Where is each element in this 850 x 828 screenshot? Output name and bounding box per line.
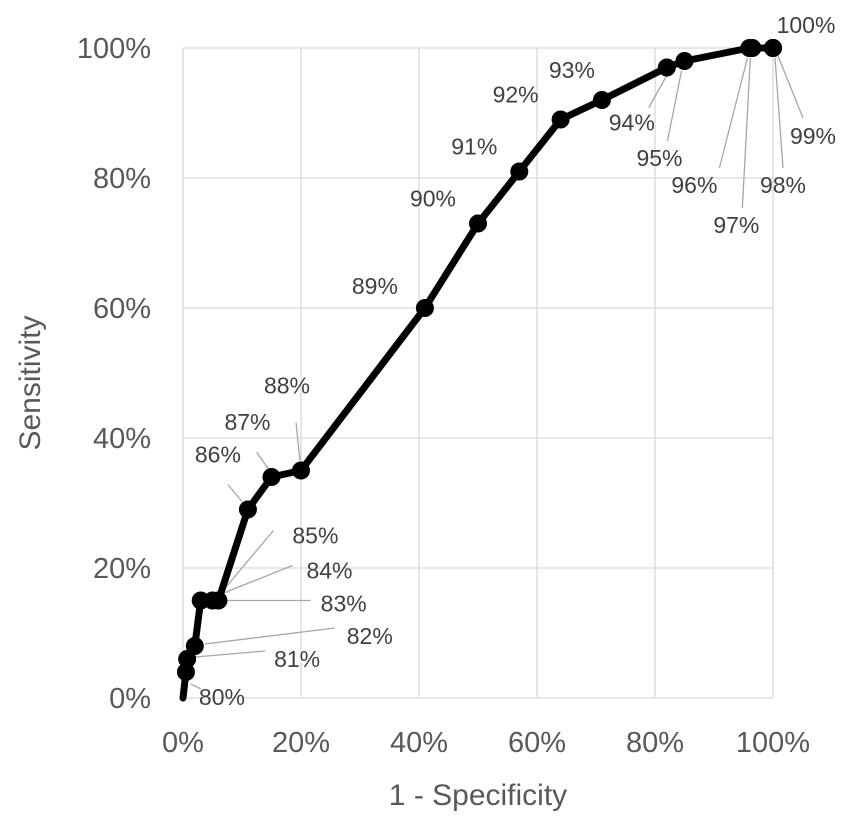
data-point-marker xyxy=(238,500,257,519)
y-axis-label: Sensitivity xyxy=(14,315,47,450)
data-point-marker xyxy=(510,162,529,181)
data-label-leader-line xyxy=(220,530,274,593)
data-label: 96% xyxy=(671,172,717,198)
data-label-leader-lines xyxy=(190,55,804,690)
data-point-marker xyxy=(743,39,762,57)
data-label: 100% xyxy=(777,12,836,38)
y-tick-label: 60% xyxy=(93,293,151,325)
data-label: 91% xyxy=(451,134,497,160)
y-tick-label: 20% xyxy=(93,553,151,585)
data-point-marker xyxy=(657,58,676,77)
data-label-leader-line xyxy=(777,55,804,119)
data-label: 84% xyxy=(306,558,352,584)
data-label: 99% xyxy=(790,123,836,149)
data-label-leader-line xyxy=(295,422,301,461)
data-point-marker xyxy=(178,650,197,668)
data-label-leader-line xyxy=(195,650,266,658)
data-point-marker xyxy=(292,461,310,480)
x-tick-label: 60% xyxy=(508,727,566,759)
data-point-marker xyxy=(209,591,228,610)
data-label: 82% xyxy=(347,623,393,649)
x-tick-label: 0% xyxy=(162,727,204,759)
data-label: 97% xyxy=(713,212,759,238)
x-tick-labels: 0% 20% 40% 60% 80% 100% xyxy=(162,727,810,759)
data-point-marker xyxy=(469,214,487,233)
y-tick-labels: 0% 20% 40% 60% 80% 100% xyxy=(77,33,151,715)
data-label-leader-line xyxy=(718,57,749,169)
data-label: 95% xyxy=(636,145,682,171)
data-label-leader-line xyxy=(190,683,202,690)
data-label: 81% xyxy=(274,646,320,672)
data-point-marker xyxy=(185,637,204,655)
x-axis-label: 1 - Specificity xyxy=(389,779,567,812)
data-point-marker xyxy=(262,468,281,486)
data-label: 85% xyxy=(292,523,338,549)
data-label-leader-line xyxy=(774,57,784,169)
data-label: 90% xyxy=(410,186,456,212)
data-label: 80% xyxy=(199,684,245,710)
y-tick-label: 100% xyxy=(77,33,151,65)
gridlines xyxy=(182,47,774,699)
data-label: 83% xyxy=(321,591,367,617)
y-tick-label: 0% xyxy=(109,683,151,715)
data-point-marker xyxy=(415,299,434,317)
x-tick-label: 40% xyxy=(390,727,448,759)
data-label-leader-line xyxy=(648,75,668,108)
data-point-marker xyxy=(176,663,195,681)
data-point-marker xyxy=(764,39,782,57)
data-label-leader-line xyxy=(204,627,335,645)
data-label-leader-line xyxy=(217,564,293,597)
data-label: 88% xyxy=(264,373,310,399)
x-tick-label: 80% xyxy=(626,727,684,759)
x-tick-label: 20% xyxy=(272,727,330,759)
data-label-leader-line xyxy=(227,484,243,502)
data-label-leader-line xyxy=(255,451,270,470)
data-point-marker xyxy=(675,52,694,70)
data-points xyxy=(176,39,782,681)
data-point-marker xyxy=(592,91,611,109)
y-tick-label: 40% xyxy=(93,423,151,455)
data-label: 89% xyxy=(352,273,398,299)
data-label: 94% xyxy=(609,110,655,136)
data-label: 93% xyxy=(549,57,595,83)
data-label: 86% xyxy=(195,442,241,468)
data-label-leader-line xyxy=(666,70,683,142)
data-point-marker xyxy=(551,110,570,129)
data-label: 98% xyxy=(760,172,806,198)
data-label-leader-line xyxy=(741,57,751,209)
data-label: 87% xyxy=(224,409,270,435)
data-label: 92% xyxy=(493,82,539,108)
y-tick-label: 80% xyxy=(93,163,151,195)
x-tick-label: 100% xyxy=(736,727,810,759)
data-labels: 80% 81% 82% 83% 84% 85% 86% 87% 88% 89% 90% 91% 92% 9… xyxy=(195,12,836,710)
